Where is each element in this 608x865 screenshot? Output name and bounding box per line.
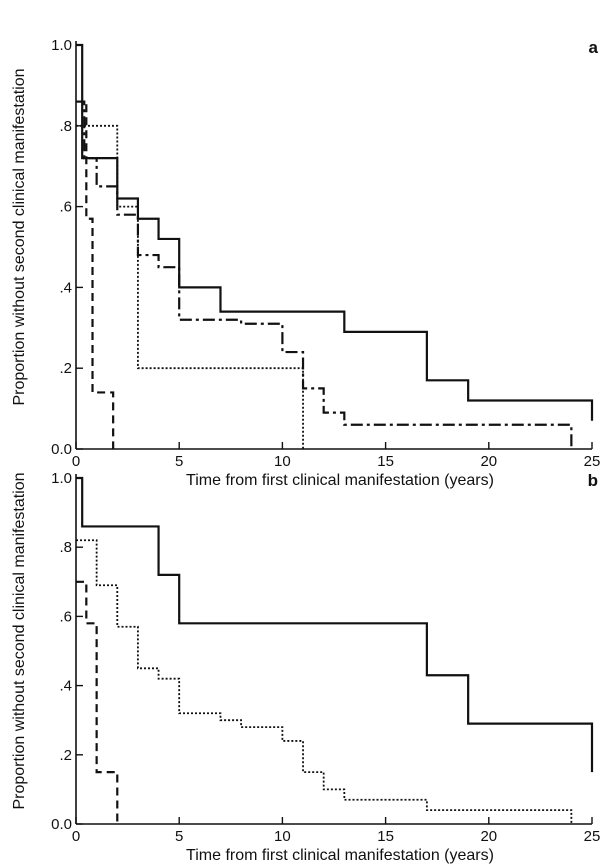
x-tick-label: 15	[377, 453, 394, 470]
series-solid-line	[76, 43, 594, 421]
y-tick-label: 0.0	[51, 816, 72, 833]
x-tick-label: 25	[584, 453, 601, 470]
y-axis-title: Proportion without second clinical manif…	[11, 472, 28, 809]
series-solid-line	[76, 476, 594, 773]
x-tick-label: 25	[584, 828, 601, 845]
y-tick-label: 1.0	[51, 470, 72, 487]
y-tick-label: .4	[59, 678, 72, 695]
x-tick-label: 10	[274, 828, 291, 845]
y-tick-label: 0.0	[51, 441, 72, 458]
y-tick-label: .8	[59, 118, 72, 135]
chart-panel-b: 0.0 .2 .4 .6 .8 1.0 0 5 10 15 20 25 Time from first …	[11, 470, 600, 864]
x-axis-title: Time from first clinical manifestation (…	[186, 472, 494, 489]
series-dash-dot-line	[76, 100, 573, 449]
x-tick-label: 5	[175, 828, 183, 845]
y-axis-title: Proportion without second clinical manif…	[11, 68, 28, 405]
panel-label: b	[588, 471, 598, 490]
y-tick-label: .4	[59, 279, 72, 296]
series-dashed-line	[76, 100, 115, 449]
y-tick-label: .8	[59, 539, 72, 556]
x-tick-label: 10	[274, 453, 291, 470]
x-tick-label: 15	[377, 828, 394, 845]
y-tick-label: .2	[59, 747, 72, 764]
x-tick-label: 0	[72, 828, 80, 845]
panel-label: a	[589, 38, 599, 57]
y-tick-label: .6	[59, 199, 72, 216]
x-tick-label: 5	[175, 453, 183, 470]
x-tick-label: 0	[72, 453, 80, 470]
y-tick-label: 1.0	[51, 37, 72, 54]
x-tick-label: 20	[480, 453, 497, 470]
x-tick-label: 20	[480, 828, 497, 845]
y-tick-label: .2	[59, 360, 72, 377]
y-tick-label: .6	[59, 608, 72, 625]
series-dotted-line	[76, 124, 304, 449]
x-axis-title: Time from first clinical manifestation (…	[186, 847, 494, 864]
series-dashed-line	[76, 580, 119, 824]
series-dotted-line	[76, 539, 573, 824]
